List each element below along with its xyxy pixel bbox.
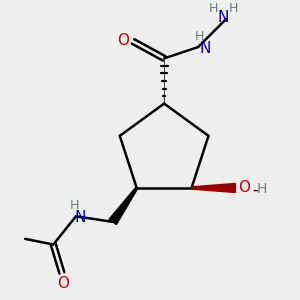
Text: -: - — [252, 180, 258, 198]
Text: N: N — [218, 10, 229, 25]
Text: H: H — [256, 182, 267, 196]
Text: H: H — [229, 2, 238, 15]
Text: H: H — [209, 2, 218, 15]
Text: H: H — [70, 199, 79, 212]
Text: N: N — [200, 41, 211, 56]
Text: O: O — [238, 181, 250, 196]
Text: H: H — [195, 30, 204, 43]
Text: N: N — [74, 210, 86, 225]
Text: O: O — [57, 276, 69, 291]
Polygon shape — [191, 184, 236, 193]
Text: O: O — [117, 32, 129, 47]
Polygon shape — [109, 187, 138, 224]
